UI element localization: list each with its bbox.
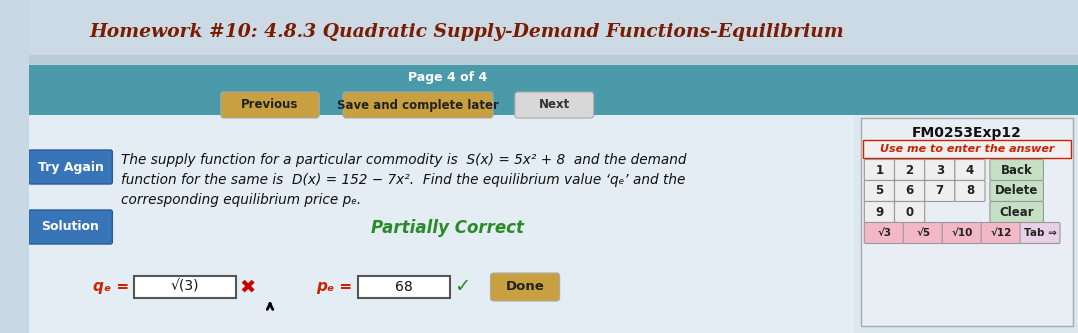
Text: Delete: Delete bbox=[995, 184, 1038, 197]
FancyBboxPatch shape bbox=[990, 180, 1044, 201]
Text: Page 4 of 4: Page 4 of 4 bbox=[407, 72, 487, 85]
FancyBboxPatch shape bbox=[865, 201, 895, 222]
FancyBboxPatch shape bbox=[29, 210, 112, 244]
FancyBboxPatch shape bbox=[29, 0, 1078, 65]
FancyBboxPatch shape bbox=[955, 180, 985, 201]
Text: Try Again: Try Again bbox=[38, 161, 103, 173]
Text: Done: Done bbox=[506, 280, 544, 293]
Text: 7: 7 bbox=[936, 184, 944, 197]
Text: FM0253Exp12: FM0253Exp12 bbox=[912, 126, 1022, 140]
FancyBboxPatch shape bbox=[895, 180, 925, 201]
Text: 68: 68 bbox=[395, 280, 412, 294]
FancyBboxPatch shape bbox=[29, 115, 854, 333]
Text: 4: 4 bbox=[966, 164, 975, 176]
FancyBboxPatch shape bbox=[1020, 222, 1060, 243]
FancyBboxPatch shape bbox=[29, 115, 1078, 333]
Text: 1: 1 bbox=[875, 164, 884, 176]
FancyBboxPatch shape bbox=[861, 118, 1073, 326]
FancyBboxPatch shape bbox=[515, 92, 594, 118]
Text: corresponding equilibrium price pₑ.: corresponding equilibrium price pₑ. bbox=[121, 193, 361, 207]
FancyBboxPatch shape bbox=[990, 201, 1044, 222]
Text: ✓: ✓ bbox=[454, 277, 470, 296]
FancyBboxPatch shape bbox=[862, 140, 1072, 158]
FancyBboxPatch shape bbox=[895, 201, 925, 222]
FancyBboxPatch shape bbox=[865, 160, 895, 180]
FancyBboxPatch shape bbox=[854, 115, 1078, 333]
FancyBboxPatch shape bbox=[29, 150, 112, 184]
FancyBboxPatch shape bbox=[990, 160, 1044, 180]
FancyBboxPatch shape bbox=[925, 180, 955, 201]
Text: The supply function for a particular commodity is  S(x) = 5x² + 8  and the deman: The supply function for a particular com… bbox=[121, 153, 687, 167]
FancyBboxPatch shape bbox=[29, 0, 1078, 333]
Text: qₑ =: qₑ = bbox=[93, 279, 129, 294]
Text: Save and complete later: Save and complete later bbox=[337, 99, 499, 112]
FancyBboxPatch shape bbox=[903, 222, 943, 243]
Text: Previous: Previous bbox=[241, 99, 299, 112]
Text: 9: 9 bbox=[875, 205, 884, 218]
FancyBboxPatch shape bbox=[865, 222, 904, 243]
FancyBboxPatch shape bbox=[29, 65, 1078, 115]
Text: √12: √12 bbox=[991, 228, 1012, 238]
Text: function for the same is  D(x) = 152 − 7x².  Find the equilibrium value ‘qₑ’ and: function for the same is D(x) = 152 − 7x… bbox=[121, 173, 686, 187]
Text: pₑ = $: pₑ = $ bbox=[316, 279, 368, 294]
Text: √(3): √(3) bbox=[170, 280, 198, 294]
FancyBboxPatch shape bbox=[343, 92, 493, 118]
Text: 2: 2 bbox=[906, 164, 914, 176]
Text: Next: Next bbox=[539, 99, 570, 112]
FancyBboxPatch shape bbox=[29, 55, 1078, 65]
Text: 3: 3 bbox=[936, 164, 944, 176]
FancyBboxPatch shape bbox=[942, 222, 982, 243]
FancyBboxPatch shape bbox=[925, 160, 955, 180]
FancyBboxPatch shape bbox=[981, 222, 1021, 243]
Text: √10: √10 bbox=[952, 228, 972, 238]
Text: Homework #10: 4.8.3 Quadratic Supply-Demand Functions-Equilibrium: Homework #10: 4.8.3 Quadratic Supply-Dem… bbox=[89, 23, 844, 41]
Text: 8: 8 bbox=[966, 184, 975, 197]
FancyBboxPatch shape bbox=[490, 273, 559, 301]
Text: Use me to enter the answer: Use me to enter the answer bbox=[880, 144, 1054, 154]
FancyBboxPatch shape bbox=[955, 160, 985, 180]
Text: Partially Correct: Partially Correct bbox=[371, 219, 524, 237]
FancyBboxPatch shape bbox=[134, 276, 236, 298]
FancyBboxPatch shape bbox=[865, 180, 895, 201]
FancyBboxPatch shape bbox=[358, 276, 451, 298]
Text: 6: 6 bbox=[906, 184, 914, 197]
FancyBboxPatch shape bbox=[221, 92, 319, 118]
Text: Back: Back bbox=[1000, 164, 1033, 176]
Text: 5: 5 bbox=[875, 184, 884, 197]
Text: Tab ⇒: Tab ⇒ bbox=[1024, 228, 1056, 238]
Text: ✖: ✖ bbox=[239, 277, 255, 296]
Text: √3: √3 bbox=[877, 228, 892, 238]
Text: √5: √5 bbox=[916, 228, 930, 238]
Text: 0: 0 bbox=[906, 205, 914, 218]
Text: Solution: Solution bbox=[42, 220, 99, 233]
Text: Clear: Clear bbox=[999, 205, 1034, 218]
FancyBboxPatch shape bbox=[895, 160, 925, 180]
